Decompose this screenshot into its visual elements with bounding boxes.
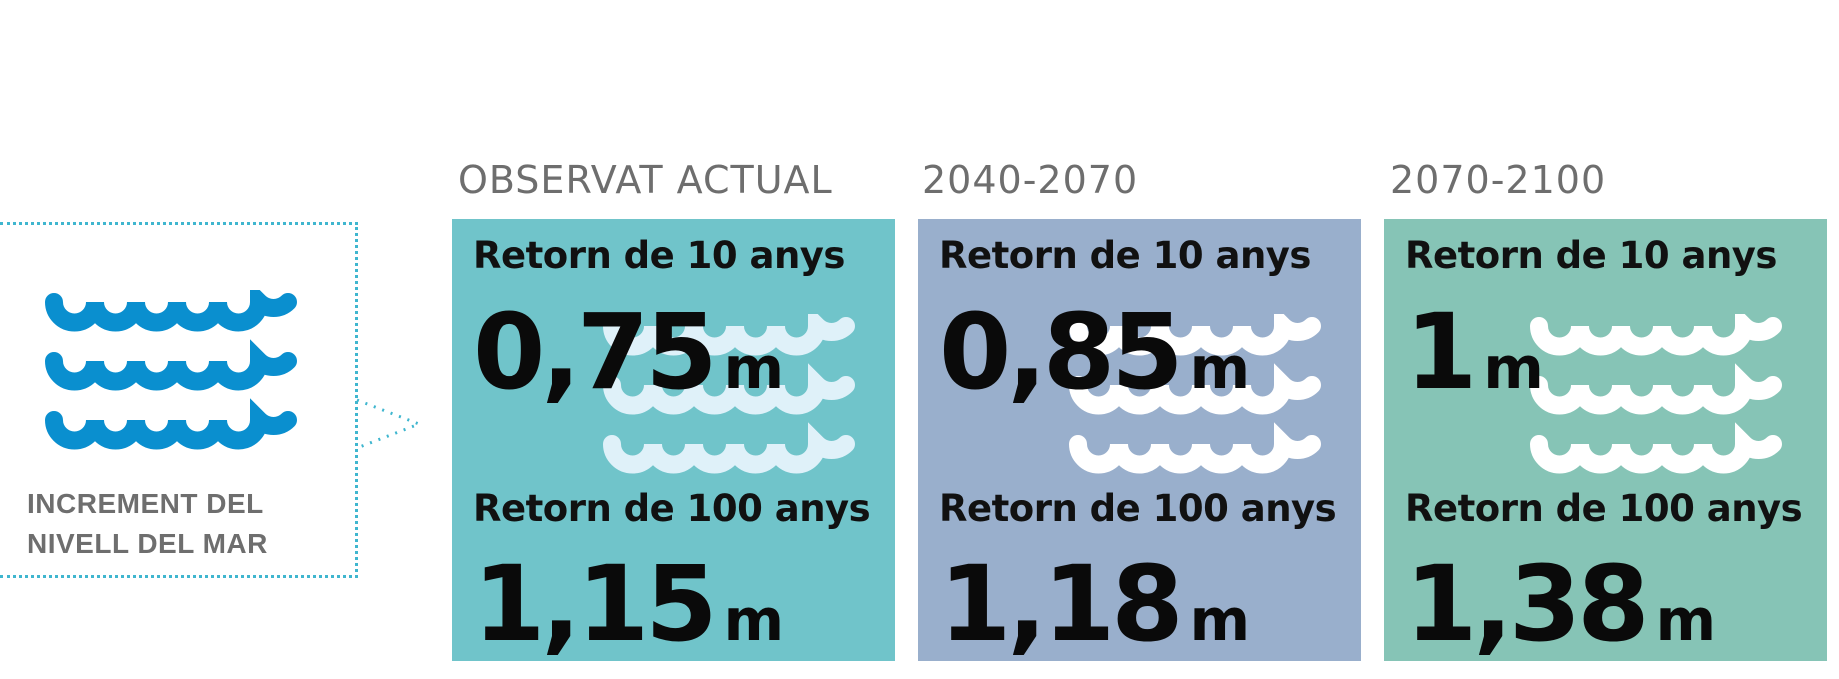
legend-label-line1: INCREMENT DEL xyxy=(27,488,264,519)
unit-label: m xyxy=(1483,334,1544,402)
return-10-value: 0,85 m xyxy=(939,297,1250,407)
return-10-label: Retorn de 10 anys xyxy=(1405,234,1777,277)
legend-box xyxy=(0,222,358,578)
return-100-label: Retorn de 100 anys xyxy=(1405,487,1803,530)
legend-pointer-arrow xyxy=(356,398,424,450)
return-10-number: 0,85 xyxy=(939,291,1184,413)
period-label-2070-2100: 2070-2100 xyxy=(1390,158,1607,202)
period-label-observed: OBSERVAT ACTUAL xyxy=(458,158,833,202)
return-10-number: 1 xyxy=(1405,291,1477,413)
return-10-label: Retorn de 10 anys xyxy=(473,234,845,277)
unit-label: m xyxy=(723,334,785,402)
unit-label: m xyxy=(723,586,785,654)
return-10-value: 0,75 m xyxy=(473,297,784,407)
unit-label: m xyxy=(1189,334,1251,402)
return-100-label: Retorn de 100 anys xyxy=(939,487,1337,530)
return-100-number: 1,38 xyxy=(1405,543,1650,661)
return-100-value: 1,15 m xyxy=(473,549,784,659)
legend-label: INCREMENT DEL NIVELL DEL MAR xyxy=(27,484,327,564)
return-100-number: 1,18 xyxy=(939,543,1184,661)
waves-icon xyxy=(1069,314,1321,474)
return-10-label: Retorn de 10 anys xyxy=(939,234,1311,277)
return-100-label: Retorn de 100 anys xyxy=(473,487,871,530)
return-100-value: 1,38 m xyxy=(1405,549,1716,659)
unit-label: m xyxy=(1189,586,1251,654)
sea-waves-icon xyxy=(45,290,297,450)
unit-label: m xyxy=(1655,586,1717,654)
return-10-number: 0,75 xyxy=(473,291,718,413)
return-100-number: 1,15 xyxy=(473,543,718,661)
panel-2040-2070: Retorn de 10 anys 0,85 m Retorn de 100 an… xyxy=(918,219,1361,661)
waves-icon xyxy=(1530,314,1782,474)
panel-observed: Retorn de 10 anys 0,75 m Retorn de 100 an… xyxy=(452,219,895,661)
period-label-2040-2070: 2040-2070 xyxy=(922,158,1139,202)
legend-label-line2: NIVELL DEL MAR xyxy=(27,528,268,559)
waves-icon xyxy=(603,314,855,474)
return-100-value: 1,18 m xyxy=(939,549,1250,659)
